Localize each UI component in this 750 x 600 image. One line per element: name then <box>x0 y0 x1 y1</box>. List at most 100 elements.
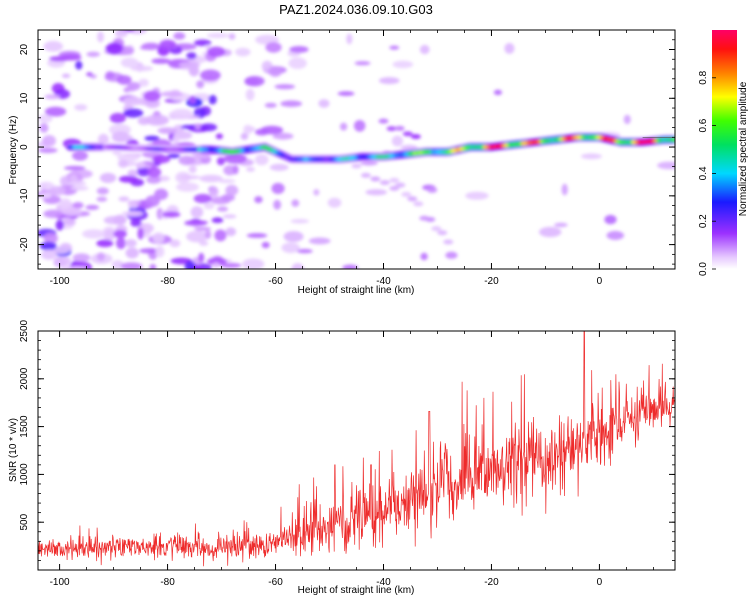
spectrogram-noise-blob <box>72 253 91 263</box>
spectrogram-branch-blob <box>410 134 421 140</box>
snr-x-tick-label: -80 <box>160 577 175 588</box>
spectrogram-y-tick-label: 10 <box>19 92 30 104</box>
spectrogram-noise-blob <box>206 32 229 39</box>
spectrogram-noise-blob <box>271 182 285 195</box>
spectrogram-noise-blob <box>39 122 49 133</box>
spectrogram-noise-blob <box>136 167 152 177</box>
spectrogram-noise-blob <box>212 262 220 269</box>
spectrogram-noise-blob <box>75 60 83 70</box>
spectrogram-branch-blob <box>431 226 442 232</box>
spectrogram-noise-blob <box>308 237 331 245</box>
spectrogram-noise-blob <box>225 227 237 237</box>
spectrogram-noise-blob <box>269 163 289 171</box>
spectrogram-noise-blob <box>419 44 430 55</box>
spectrogram-noise-blob <box>288 57 307 70</box>
spectrogram-noise-blob <box>145 195 160 207</box>
colorbar-tick-label: 0.8 <box>698 70 709 84</box>
spectrogram-noise-blob <box>82 229 106 239</box>
spectrogram-noise-blob <box>228 33 236 40</box>
spectrogram-branch-blob <box>379 180 390 186</box>
spectrogram-noise-blob <box>657 161 675 170</box>
spectrogram-noise-blob <box>96 187 109 195</box>
spectrogram-noise-blob <box>554 222 568 228</box>
spectrogram-noise-blob <box>200 123 218 132</box>
spectrogram-noise-blob <box>342 264 359 269</box>
spectrogram-noise-blob <box>109 112 126 124</box>
spectrogram-noise-blob <box>59 198 72 210</box>
spectrogram-noise-blob <box>245 88 255 101</box>
spectrogram-noise-blob <box>214 229 227 242</box>
spectrogram-noise-blob <box>246 233 268 238</box>
spectrogram-noise-blob <box>178 175 201 180</box>
spectrogram-noise-blob <box>211 217 224 224</box>
spectrogram-noise-blob <box>127 202 139 209</box>
spectrogram-branch-blob <box>389 177 400 183</box>
spectrogram-noise-blob <box>157 127 178 135</box>
spectrogram-noise-blob <box>203 202 215 210</box>
spectrogram-noise-blob <box>445 251 458 259</box>
spectrogram-y-tick-label: -20 <box>19 237 30 252</box>
spectrogram-noise-blob <box>538 226 562 238</box>
spectrogram-noise-blob <box>43 41 64 52</box>
spectrogram-noise-blob <box>72 150 88 161</box>
spectrogram-noise-blob <box>346 33 353 45</box>
spectrogram-noise-blob <box>70 180 87 186</box>
spectrogram-noise-blob <box>152 154 171 164</box>
snr-y-tick-label: 2500 <box>19 319 30 342</box>
spectrogram-noise-blob <box>217 206 229 212</box>
spectrogram-noise-blob <box>272 132 294 140</box>
spectrogram-noise-blob <box>72 202 84 209</box>
spectrogram-noise-blob <box>96 252 105 261</box>
spectrogram-noise-blob <box>280 100 303 108</box>
spectrogram-noise-blob <box>137 227 144 240</box>
spectrogram-noise-blob <box>208 94 217 105</box>
spectrogram-noise-blob <box>70 185 89 191</box>
spectrogram-noise-blob <box>43 232 58 244</box>
spectrogram-noise-blob <box>220 262 242 268</box>
spectrogram-noise-blob <box>139 248 160 254</box>
spectrogram-noise-blob <box>246 166 255 172</box>
spectrogram-noise-blob <box>144 135 160 142</box>
spectrogram-branch-blob <box>407 196 418 202</box>
spectrogram-branch-blob <box>394 125 405 131</box>
spectrogram-noise-blob <box>260 125 284 135</box>
colorbar-label: Normalized spectral amplitude <box>738 81 749 216</box>
snr-series-line <box>38 331 675 567</box>
spectrogram-noise-blob <box>139 45 156 50</box>
spectrogram-noise-blob <box>297 248 313 254</box>
spectrogram-noise-blob <box>391 135 404 147</box>
spectrogram-noise-blob <box>184 220 209 225</box>
spectrogram-noise-blob <box>125 247 139 259</box>
spectrogram-branch-blob <box>395 182 406 188</box>
spectrogram-noise-blob <box>175 182 200 192</box>
spectrogram-noise-blob <box>151 58 171 64</box>
snr-y-tick-label: 1500 <box>19 415 30 438</box>
spectrogram-noise-blob <box>127 169 139 177</box>
spectrogram-noise-blob <box>86 72 93 77</box>
spectrogram-noise-blob <box>184 261 196 269</box>
spectrogram-noise-blob <box>244 75 265 87</box>
spectrogram-noise-blob <box>204 230 212 239</box>
spectrogram-noise-blob <box>273 199 282 210</box>
spectrogram-noise-blob <box>54 256 72 266</box>
spectrogram-noise-blob <box>64 165 86 171</box>
snr-y-tick-label: 2000 <box>19 367 30 390</box>
spectrogram-branch-blob <box>443 239 454 245</box>
spectrogram-noise-blob <box>198 252 205 263</box>
spectrogram-noise-blob <box>113 214 127 225</box>
spectrogram-noise-blob <box>145 114 170 126</box>
spectrogram-noise-blob <box>360 160 378 166</box>
spectrogram-noise-blob <box>243 124 253 135</box>
spectrogram-noise-blob <box>232 165 239 175</box>
spectrogram-noise-blob <box>59 176 70 186</box>
spectrogram-noise-blob <box>206 46 226 57</box>
spectrogram-noise-blob <box>38 147 58 154</box>
spectrogram-noise-blob <box>97 133 109 146</box>
spectrogram-noise-blob <box>61 73 71 79</box>
spectrogram-noise-blob <box>123 96 143 106</box>
spectrogram-noise-blob <box>124 239 137 248</box>
spectrogram-noise-blob <box>117 159 129 168</box>
spectrogram-noise-blob <box>159 39 176 49</box>
